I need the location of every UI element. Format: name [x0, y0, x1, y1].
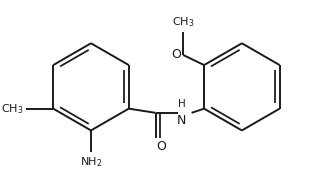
Text: O: O	[172, 48, 182, 61]
Text: CH$_3$: CH$_3$	[1, 102, 24, 116]
Text: CH$_3$: CH$_3$	[172, 15, 194, 29]
Text: NH$_2$: NH$_2$	[80, 156, 102, 169]
Text: N: N	[177, 114, 186, 127]
Text: O: O	[156, 140, 166, 153]
Text: H: H	[178, 99, 185, 109]
